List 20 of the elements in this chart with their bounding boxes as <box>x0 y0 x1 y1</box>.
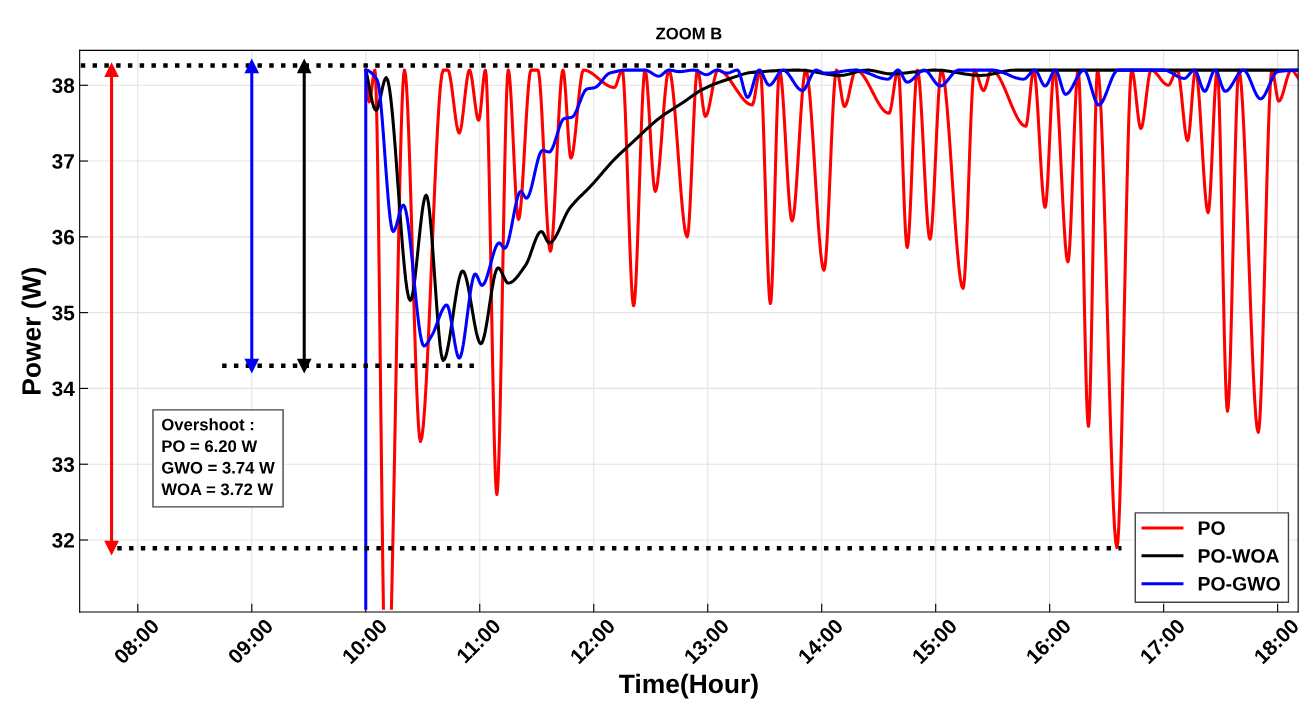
y-tick-label: 37 <box>52 154 74 169</box>
legend-label: PO-WOA <box>1198 549 1280 563</box>
y-tick-label: 35 <box>52 305 75 321</box>
point <box>297 59 312 74</box>
annotation: Overshoot : PO = 6.20 W GWO = 3.74 W WOA = 3.72 W <box>161 418 275 496</box>
point <box>244 59 259 74</box>
y-tick-label: 33 <box>52 457 75 472</box>
point <box>104 63 119 78</box>
point <box>244 358 259 373</box>
point <box>297 358 312 373</box>
point <box>104 540 119 555</box>
chart-title: ZOOM B <box>656 27 722 40</box>
y-tick-label: 36 <box>52 229 75 245</box>
y-tick-label: 34 <box>52 381 75 397</box>
x-axis-title: Time(Hour) <box>619 673 758 699</box>
y-tick-label: 32 <box>52 533 74 548</box>
legend-label: PO <box>1198 521 1225 535</box>
y-tick-label: 38 <box>52 78 75 94</box>
y-axis-title: Power (W) <box>21 268 47 394</box>
legend-label: PO-GWO <box>1198 576 1280 591</box>
